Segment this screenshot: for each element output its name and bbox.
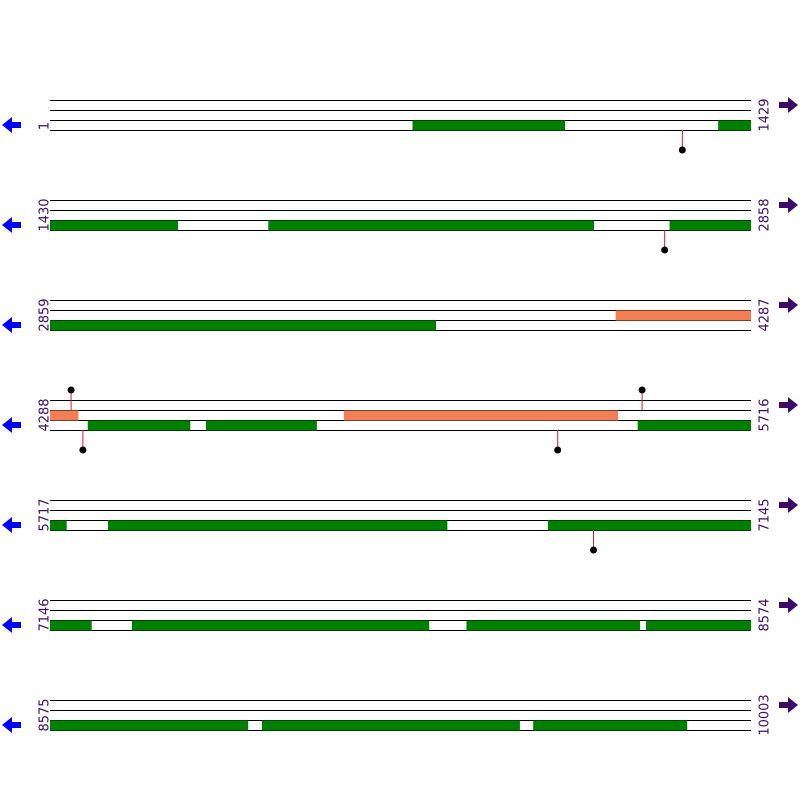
row-start-label: 8575 — [38, 698, 53, 731]
marker-dot — [638, 386, 646, 394]
reverse-feature — [547, 520, 751, 531]
left-arrow-icon — [2, 417, 21, 433]
marker-dot — [67, 386, 75, 394]
marker-dot — [554, 446, 562, 454]
row-start-label: 1 — [38, 122, 53, 130]
left-arrow-icon — [2, 217, 21, 233]
marker-dot — [590, 546, 598, 554]
reverse-feature — [87, 420, 191, 431]
reverse-feature — [107, 520, 292, 531]
reverse-feature — [261, 720, 520, 731]
reverse-feature — [50, 220, 179, 231]
right-arrow-icon — [779, 497, 798, 513]
map-row: 7146 8574 — [2, 597, 798, 633]
left-arrow-icon — [2, 517, 21, 533]
map-rows: 1 1429 1430 2858 2859 4287 4288 5716 5717 7145 714… — [2, 97, 798, 736]
forward-feature — [343, 410, 619, 421]
row-start-label: 7146 — [38, 598, 53, 631]
row-start-label: 5717 — [38, 498, 53, 531]
right-arrow-icon — [779, 297, 798, 313]
row-end-label: 5716 — [758, 398, 773, 431]
right-arrow-icon — [779, 697, 798, 713]
reverse-feature — [50, 620, 92, 631]
row-end-label: 7145 — [758, 498, 773, 531]
reverse-feature — [646, 620, 751, 631]
row-end-label: 4287 — [758, 298, 773, 331]
reverse-feature — [637, 420, 751, 431]
marker-dot — [661, 246, 669, 254]
forward-feature — [50, 410, 79, 421]
map-row: 2859 4287 — [2, 297, 798, 333]
reverse-feature — [466, 620, 641, 631]
left-arrow-icon — [2, 717, 21, 733]
right-arrow-icon — [779, 197, 798, 213]
forward-feature — [615, 310, 751, 321]
map-row: 1430 2858 — [2, 197, 798, 254]
reverse-feature — [533, 720, 688, 731]
reverse-feature — [412, 120, 566, 131]
left-arrow-icon — [2, 317, 21, 333]
marker-dot — [678, 146, 686, 154]
map-row: 8575 10003 — [2, 694, 798, 736]
row-start-label: 4288 — [38, 398, 53, 431]
map-row: 5717 7145 — [2, 497, 798, 554]
right-arrow-icon — [779, 597, 798, 613]
reverse-feature — [50, 720, 249, 731]
row-start-label: 2859 — [38, 298, 53, 331]
marker-dot — [79, 446, 87, 454]
left-arrow-icon — [2, 117, 21, 133]
row-end-label: 8574 — [758, 598, 773, 631]
reverse-feature — [50, 520, 67, 531]
left-arrow-icon — [2, 617, 21, 633]
row-start-label: 1430 — [38, 198, 53, 231]
reverse-feature — [131, 620, 430, 631]
right-arrow-icon — [779, 397, 798, 413]
map-row: 1 1429 — [2, 97, 798, 154]
row-end-label: 1429 — [758, 98, 773, 131]
reverse-feature — [669, 220, 751, 231]
map-row: 4288 5716 — [2, 386, 798, 454]
reverse-feature — [50, 320, 437, 331]
row-end-label: 10003 — [758, 694, 773, 735]
row-end-label: 2858 — [758, 198, 773, 231]
right-arrow-icon — [779, 97, 798, 113]
reverse-feature — [268, 220, 595, 231]
reverse-feature — [718, 120, 751, 131]
reverse-feature — [205, 420, 317, 431]
reverse-feature — [290, 520, 448, 531]
